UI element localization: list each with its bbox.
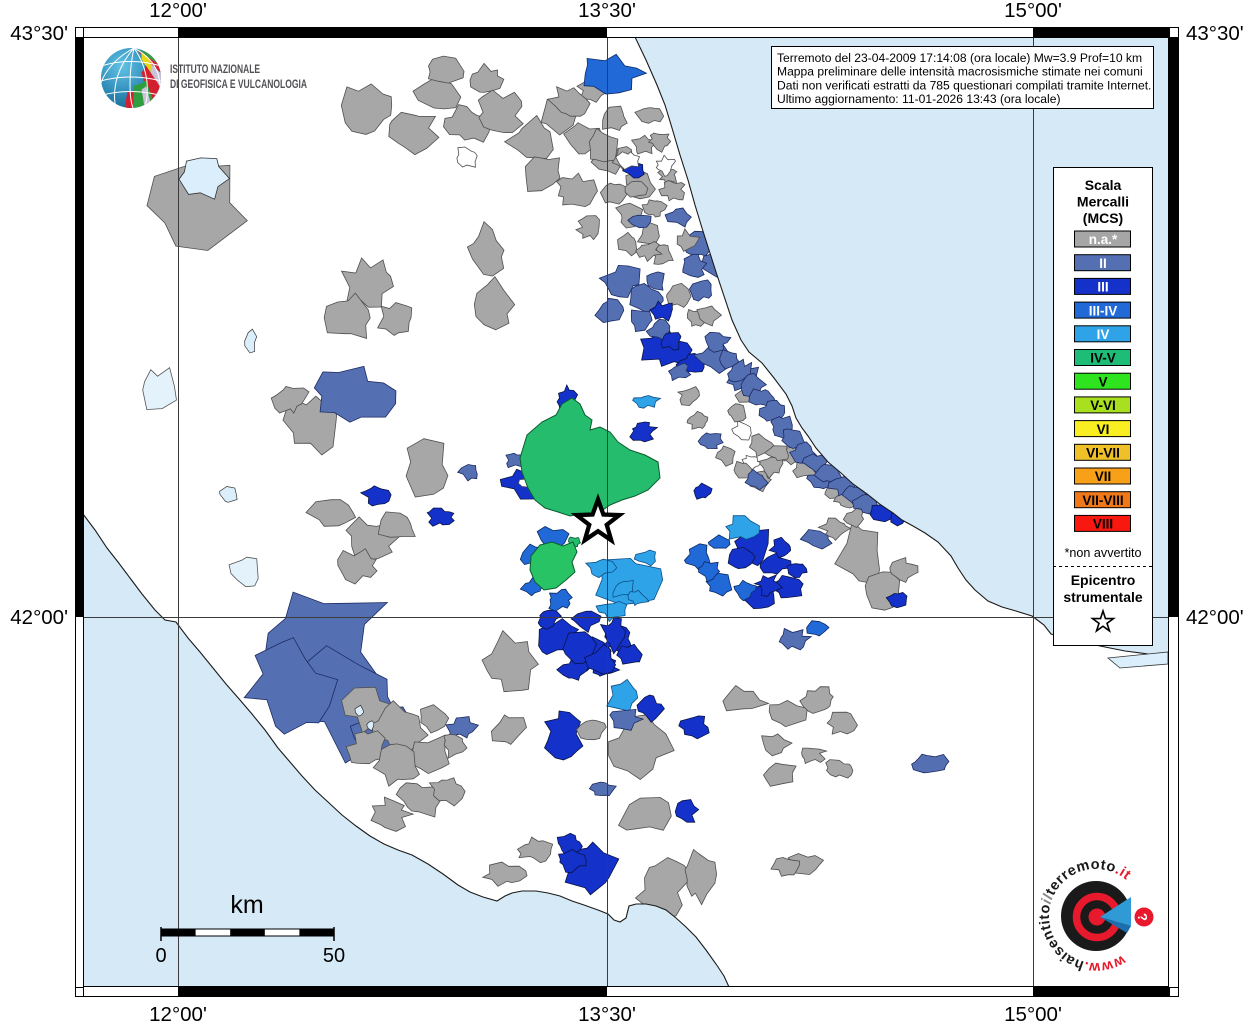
svg-text:VIII: VIII: [1093, 517, 1113, 532]
svg-text:42°00': 42°00': [10, 606, 68, 629]
svg-text:15°00': 15°00': [1004, 1003, 1062, 1024]
svg-text:III-IV: III-IV: [1089, 303, 1118, 318]
svg-text:0: 0: [155, 945, 166, 967]
svg-text:ISTITUTO NAZIONALE: ISTITUTO NAZIONALE: [170, 62, 260, 76]
svg-text:km: km: [230, 891, 263, 919]
svg-text:Terremoto del 23-04-2009 17:14: Terremoto del 23-04-2009 17:14:08 (ora l…: [777, 51, 1142, 65]
svg-text:VII: VII: [1095, 469, 1112, 484]
svg-text:43°30': 43°30': [10, 22, 68, 45]
svg-text:Mercalli: Mercalli: [1077, 194, 1129, 210]
svg-text:Epicentro: Epicentro: [1071, 572, 1136, 588]
svg-text:VI: VI: [1097, 422, 1110, 437]
svg-text:strumentale: strumentale: [1063, 589, 1143, 605]
svg-text:13°30': 13°30': [578, 0, 636, 22]
svg-text:VII-VIII: VII-VIII: [1082, 493, 1123, 508]
svg-text:IV: IV: [1097, 327, 1110, 342]
svg-text:12°00': 12°00': [149, 1003, 207, 1024]
svg-text:Mappa preliminare delle intens: Mappa preliminare delle intensità macros…: [777, 65, 1143, 79]
svg-text:II: II: [1099, 256, 1107, 271]
svg-text:V-VI: V-VI: [1090, 398, 1116, 413]
svg-text:Scala: Scala: [1085, 177, 1122, 193]
svg-text:V: V: [1098, 374, 1107, 389]
svg-text:12°00': 12°00': [149, 0, 207, 22]
svg-text:VI-VII: VI-VII: [1086, 446, 1120, 461]
svg-text:50: 50: [323, 945, 345, 967]
svg-text:n.a.*: n.a.*: [1089, 232, 1118, 247]
svg-text:Dati non verificati estratti d: Dati non verificati estratti da 785 ques…: [777, 78, 1151, 92]
svg-text:*non avvertito: *non avvertito: [1064, 546, 1141, 560]
svg-text:III: III: [1097, 280, 1108, 295]
svg-text:13°30': 13°30': [578, 1003, 636, 1024]
svg-text:43°30': 43°30': [1186, 22, 1244, 45]
svg-text:?: ?: [1134, 912, 1150, 922]
svg-text:(MCS): (MCS): [1083, 210, 1123, 226]
svg-text:DI GEOFISICA E VULCANOLOGIA: DI GEOFISICA E VULCANOLOGIA: [170, 77, 307, 91]
svg-text:42°00': 42°00': [1186, 606, 1244, 629]
svg-text:Ultimo aggiornamento: 11-01-20: Ultimo aggiornamento: 11-01-2026 13:43 (…: [777, 92, 1060, 106]
svg-text:15°00': 15°00': [1004, 0, 1062, 22]
svg-text:IV-V: IV-V: [1090, 351, 1116, 366]
